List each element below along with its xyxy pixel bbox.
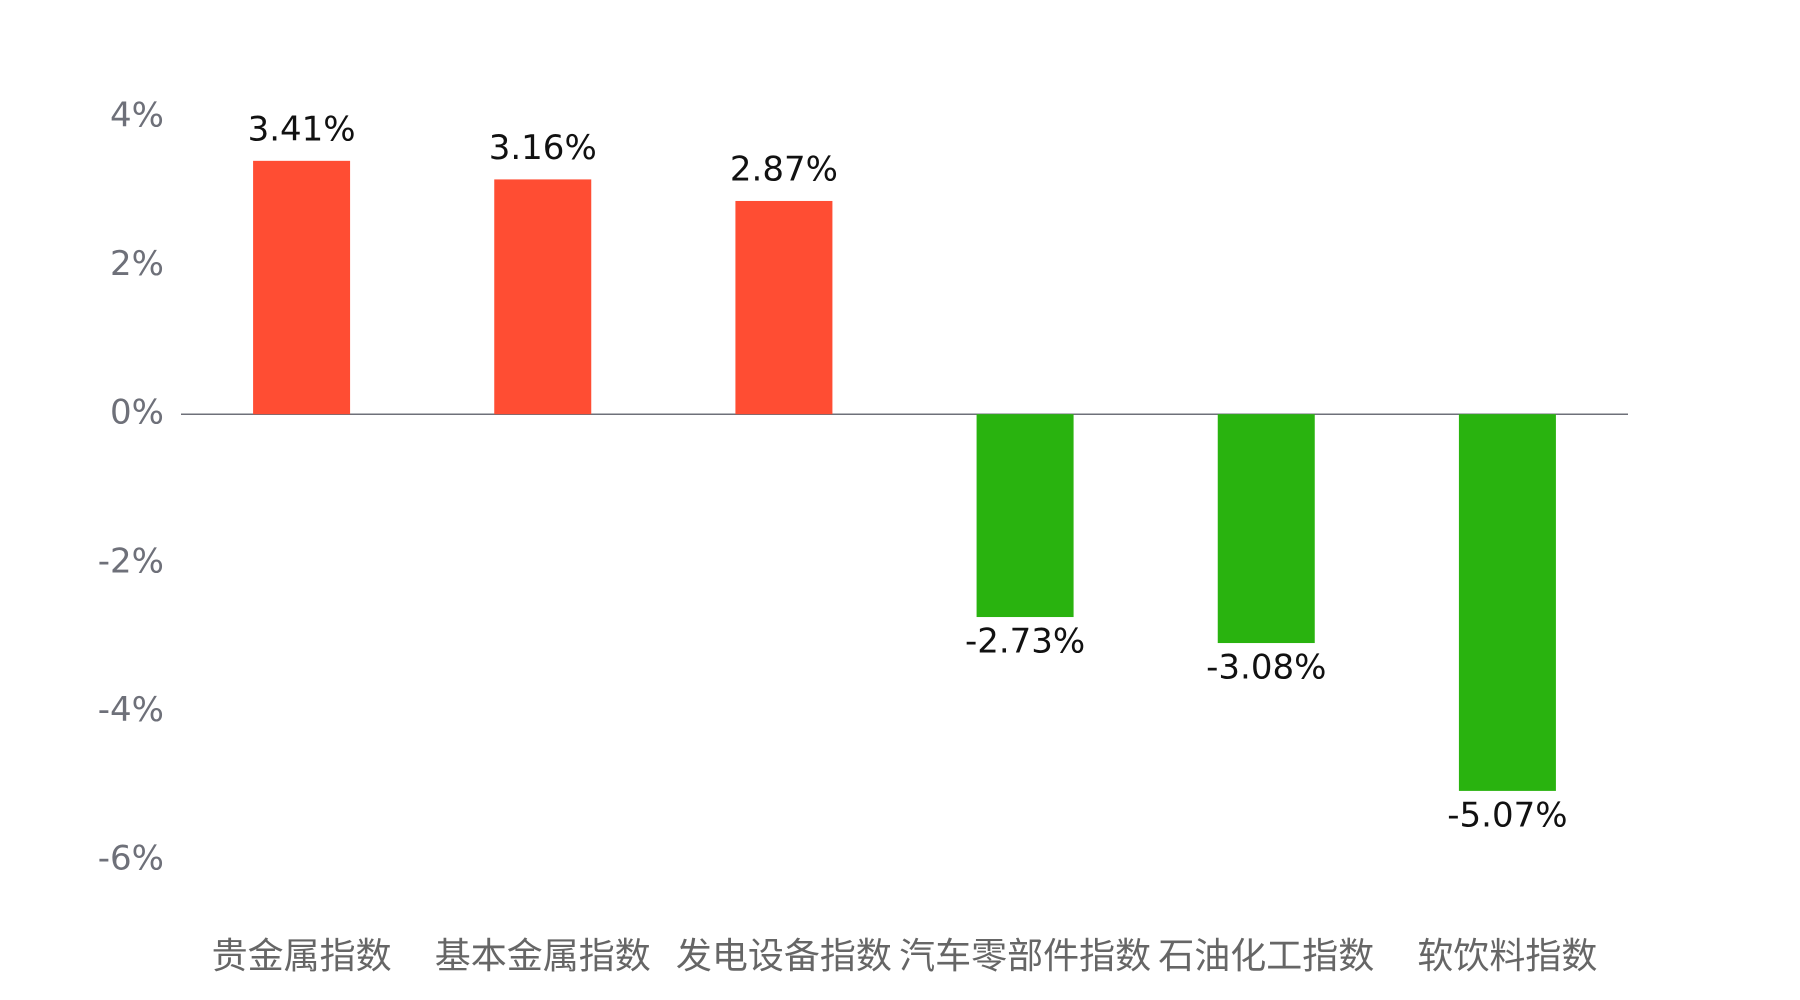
- y-tick-label: 0%: [110, 393, 164, 433]
- value-label: 3.41%: [248, 109, 356, 149]
- bar: [494, 179, 592, 415]
- value-label: 2.87%: [730, 149, 838, 189]
- x-tick-label: 发电设备指数: [676, 936, 892, 977]
- value-label: 3.16%: [489, 128, 597, 168]
- y-tick-label: -4%: [98, 690, 164, 730]
- y-tick-label: 4%: [110, 96, 164, 136]
- y-tick-label: -6%: [98, 839, 164, 879]
- y-tick-label: -2%: [98, 541, 164, 581]
- value-label: -2.73%: [965, 622, 1085, 662]
- bar: [735, 200, 833, 415]
- bar: [1458, 414, 1556, 791]
- bar: [976, 414, 1074, 618]
- x-tick-label: 汽车零部件指数: [899, 936, 1151, 977]
- x-tick-label: 软饮料指数: [1417, 936, 1597, 977]
- x-tick-label: 贵金属指数: [212, 936, 392, 977]
- x-tick-label: 石油化工指数: [1158, 936, 1374, 977]
- value-label: -3.08%: [1206, 648, 1326, 688]
- value-label: -5.07%: [1447, 795, 1567, 835]
- y-tick-label: 2%: [110, 244, 164, 284]
- x-tick-label: 基本金属指数: [435, 936, 651, 977]
- bar: [253, 160, 351, 415]
- bar: [1217, 414, 1315, 644]
